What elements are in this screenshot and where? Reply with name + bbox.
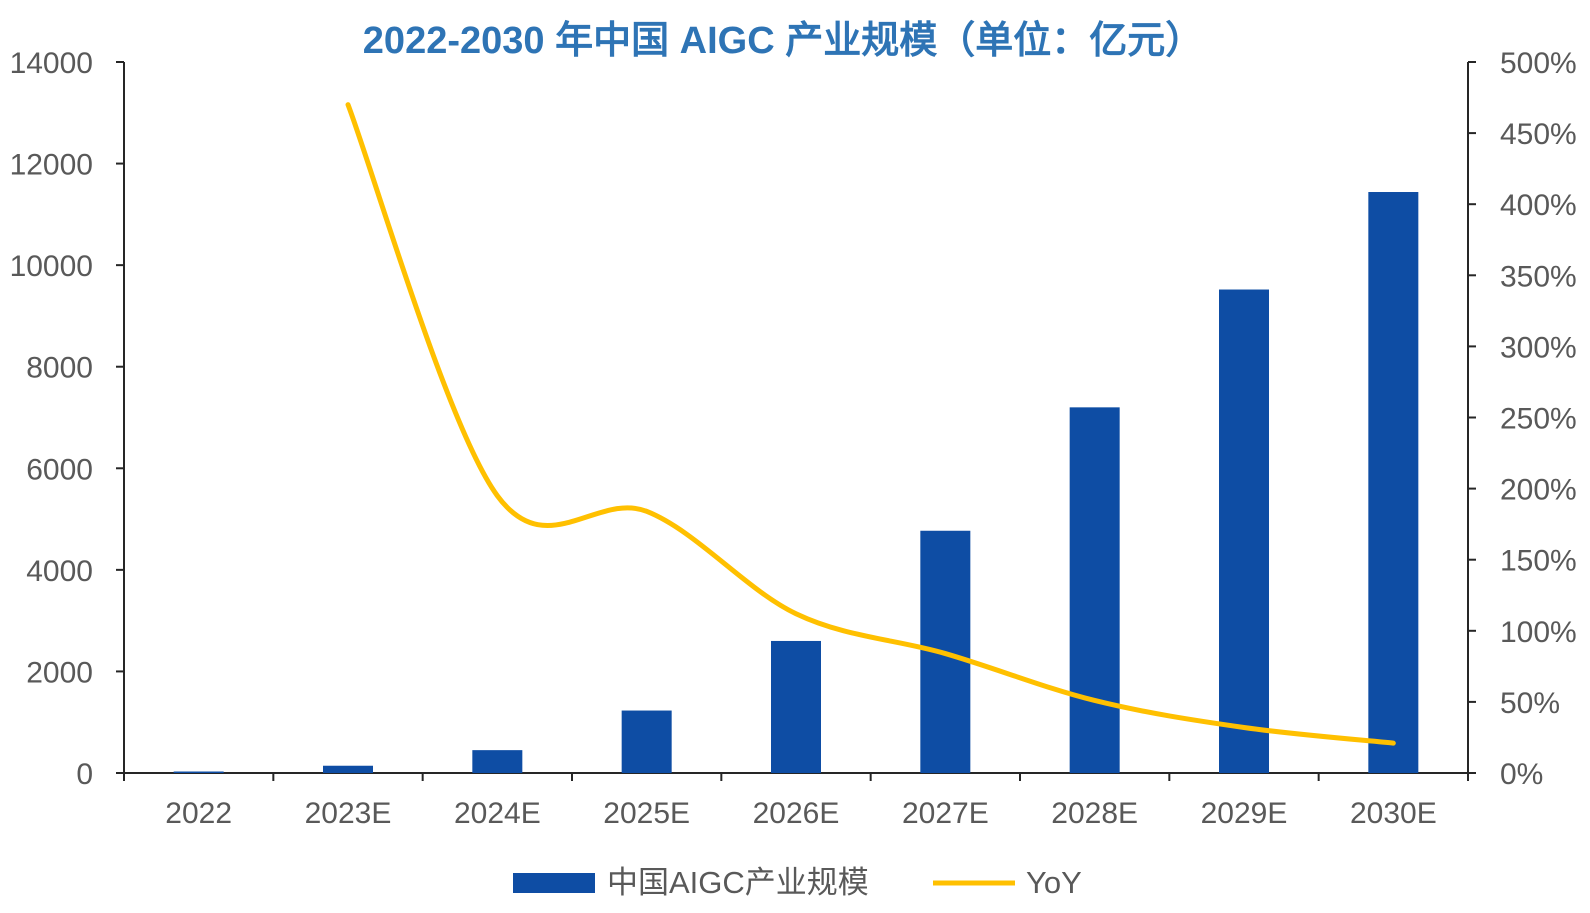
bar-2026E <box>771 640 821 773</box>
x-tick-label: 2022 <box>165 797 232 830</box>
x-tick-label: 2028E <box>1051 797 1138 830</box>
bar-2022 <box>173 771 224 773</box>
y-left-tick-label: 6000 <box>26 453 93 486</box>
y-left-tick-label: 0 <box>76 758 93 791</box>
bar-2028E <box>1069 407 1120 773</box>
y-right-tick-label: 150% <box>1500 545 1577 578</box>
x-tick-label: 2025E <box>603 797 690 830</box>
y-left-tick-label: 2000 <box>26 656 93 689</box>
y-left-tick-label: 8000 <box>26 352 93 385</box>
legend: 中国AIGC产业规模 YoY <box>513 865 1082 900</box>
y-left-tick-label: 14000 <box>10 47 93 80</box>
legend-swatch-bar <box>513 873 595 893</box>
legend-label-line: YoY <box>1026 865 1082 900</box>
y-right-tick-label: 500% <box>1500 47 1577 80</box>
x-tick-label: 2029E <box>1201 797 1288 830</box>
x-tick-label: 2023E <box>305 797 392 830</box>
y-right-tick-label: 450% <box>1500 118 1577 151</box>
y-right-tick-label: 400% <box>1500 189 1577 222</box>
yoy-series <box>345 102 1396 746</box>
x-tick-label: 2027E <box>902 797 989 830</box>
y-right-tick-label: 350% <box>1500 260 1577 293</box>
axes: 0 2000 4000 6000 8000 10000 12000 14000 0% 50% 100… <box>10 47 1577 830</box>
y-right-tick-label: 250% <box>1500 403 1577 436</box>
y-right-tick-label: 300% <box>1500 331 1577 364</box>
x-tick-label: 2030E <box>1350 797 1437 830</box>
legend-label-bar: 中国AIGC产业规模 <box>607 865 869 900</box>
y-right-tick-label: 200% <box>1500 474 1577 507</box>
y-right-tick-label: 0% <box>1500 758 1543 791</box>
bar-2030E <box>1368 192 1419 774</box>
bar-2024E <box>472 750 523 773</box>
yoy-line <box>345 102 1396 746</box>
bar-2023E <box>323 765 373 773</box>
x-tick-label: 2026E <box>753 797 840 830</box>
bar-2025E <box>621 710 672 773</box>
bar-2029E <box>1219 289 1269 773</box>
y-left-tick-label: 12000 <box>10 149 93 182</box>
y-left-tick-label: 4000 <box>26 555 93 588</box>
y-right-tick-label: 100% <box>1500 616 1577 649</box>
bar-series <box>173 192 1419 774</box>
y-right-tick-label: 50% <box>1500 687 1560 720</box>
y-left-tick-label: 10000 <box>10 250 93 283</box>
chart-title: 2022-2030 年中国 AIGC 产业规模（单位：亿元） <box>363 20 1203 62</box>
x-tick-label: 2024E <box>454 797 541 830</box>
